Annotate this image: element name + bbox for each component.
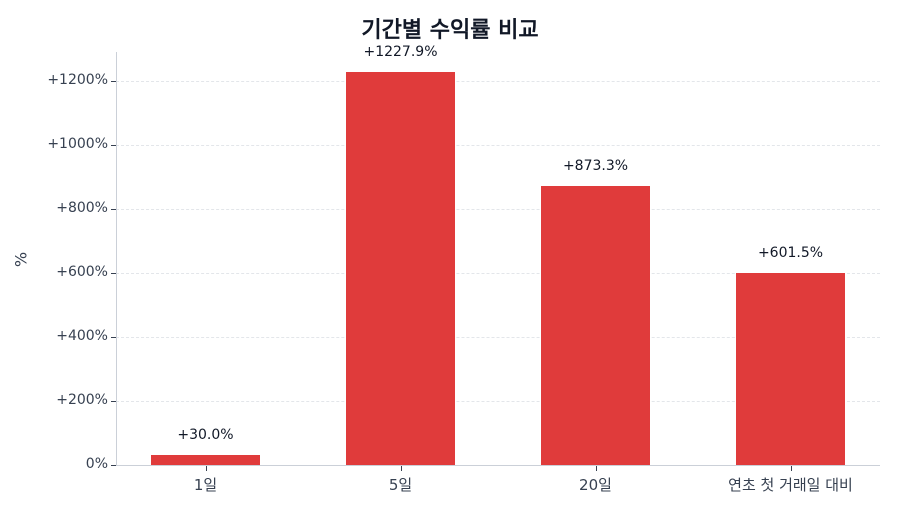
y-tick-mark bbox=[111, 337, 116, 338]
bar[interactable] bbox=[736, 272, 845, 465]
x-tick-label: 연초 첫 거래일 대비 bbox=[728, 476, 853, 494]
y-tick-label: +600% bbox=[56, 264, 108, 280]
gridline bbox=[116, 145, 880, 146]
bar[interactable] bbox=[151, 455, 260, 465]
y-tick-label: +800% bbox=[56, 200, 108, 216]
x-tick-label: 5일 bbox=[388, 476, 413, 494]
y-tick-mark bbox=[111, 145, 116, 146]
gridline bbox=[116, 401, 880, 402]
chart-title: 기간별 수익률 비교 bbox=[361, 18, 539, 43]
y-tick-label: +1000% bbox=[47, 136, 108, 152]
y-tick-mark bbox=[111, 465, 116, 466]
y-tick-mark bbox=[111, 209, 116, 210]
x-tick-mark bbox=[205, 466, 207, 471]
bar-value-label: +30.0% bbox=[177, 427, 234, 444]
y-tick-label: +1200% bbox=[47, 72, 108, 88]
y-tick-mark bbox=[111, 81, 116, 82]
x-tick-label: 1일 bbox=[193, 476, 218, 494]
y-tick-label: +200% bbox=[56, 392, 108, 408]
bar-value-label: +1227.9% bbox=[363, 44, 438, 61]
x-tick-label: 20일 bbox=[579, 476, 612, 494]
bar-value-label: +873.3% bbox=[562, 157, 629, 174]
y-axis-line bbox=[116, 52, 117, 466]
y-tick-mark bbox=[111, 273, 116, 274]
x-tick-mark bbox=[595, 466, 597, 471]
y-tick-label: +400% bbox=[56, 328, 108, 344]
bar-value-label: +601.5% bbox=[757, 244, 824, 261]
bar[interactable] bbox=[346, 72, 455, 465]
gridline bbox=[116, 337, 880, 338]
bar[interactable] bbox=[541, 185, 650, 465]
plot-area: +30.0% +1227.9% +873.3% +601.5% bbox=[116, 44, 880, 465]
gridline bbox=[116, 81, 880, 82]
x-axis-line bbox=[116, 465, 880, 466]
y-tick-mark bbox=[111, 401, 116, 402]
x-tick-mark bbox=[790, 466, 792, 471]
gridline bbox=[116, 273, 880, 274]
x-tick-mark bbox=[400, 466, 402, 471]
y-tick-label: 0% bbox=[85, 456, 108, 472]
gridline bbox=[116, 209, 880, 210]
